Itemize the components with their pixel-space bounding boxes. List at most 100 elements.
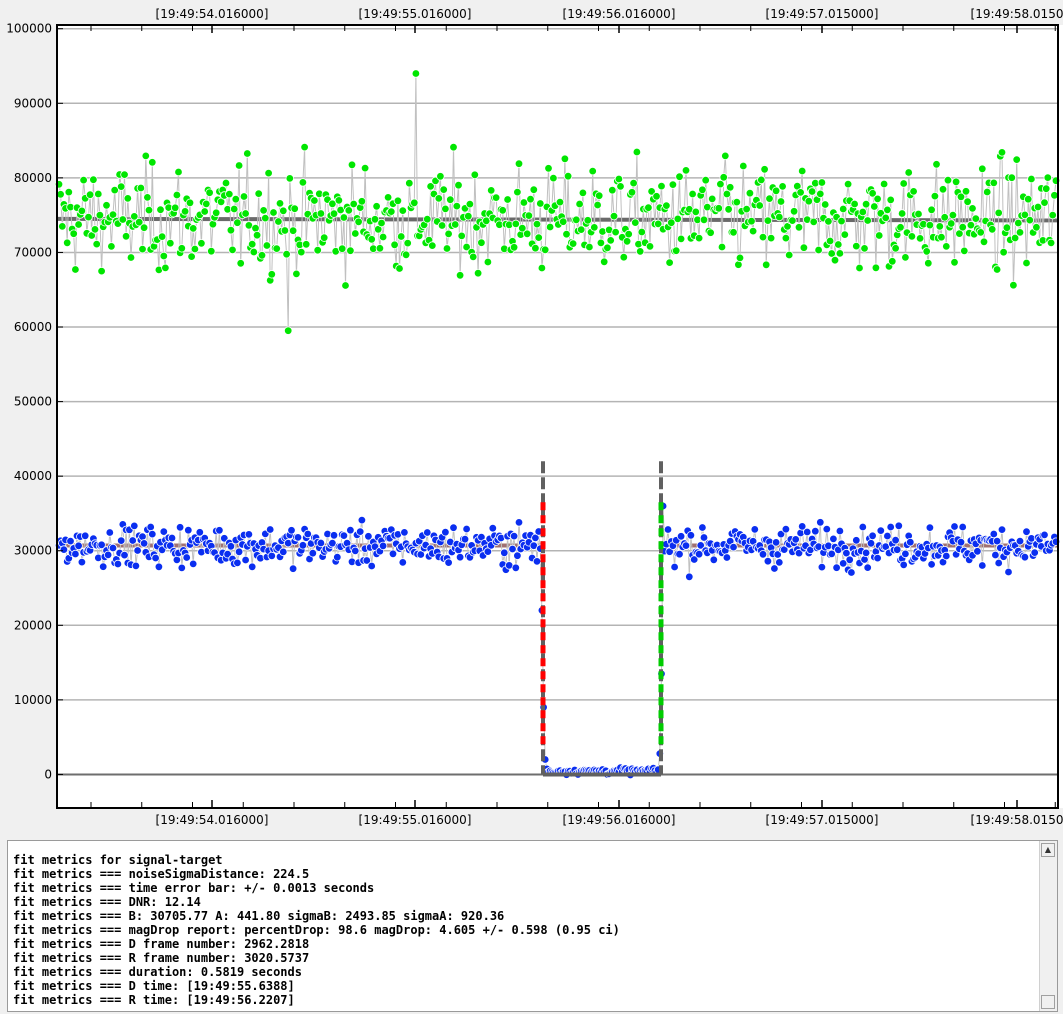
blue-data-point bbox=[827, 549, 836, 559]
scroll-down-button[interactable] bbox=[1041, 995, 1055, 1009]
blue-data-point bbox=[514, 518, 524, 527]
green-data-point bbox=[997, 148, 1007, 157]
green-data-point bbox=[698, 185, 707, 194]
green-data-point bbox=[577, 225, 586, 234]
green-data-point bbox=[907, 232, 917, 241]
blue-data-point bbox=[681, 541, 691, 550]
blue-data-point bbox=[184, 526, 193, 535]
fit-metrics-log[interactable]: fit metrics for signal-target fit metric… bbox=[7, 840, 1058, 1012]
x-tick-label-bottom: [19:49:57.015000] bbox=[766, 813, 879, 827]
x-tick-label-top: [19:49:56.016000] bbox=[563, 7, 676, 21]
green-data-point bbox=[603, 243, 612, 252]
blue-data-point bbox=[241, 555, 250, 565]
green-data-point bbox=[843, 179, 853, 189]
green-data-point bbox=[896, 223, 905, 232]
green-data-point bbox=[300, 142, 309, 152]
blue-data-point bbox=[709, 555, 718, 564]
green-data-point bbox=[588, 166, 597, 176]
blue-data-point bbox=[77, 557, 87, 567]
green-data-point bbox=[118, 215, 127, 224]
y-tick-label: 20000 bbox=[14, 618, 52, 632]
green-data-point bbox=[455, 271, 465, 280]
axes bbox=[56, 24, 1059, 809]
green-data-point bbox=[89, 175, 98, 184]
green-data-point bbox=[824, 217, 833, 226]
green-data-point bbox=[545, 222, 555, 232]
log-line: fit metrics === B: 30705.77 A: 441.80 si… bbox=[13, 909, 505, 923]
scroll-up-button[interactable]: ▲ bbox=[1041, 843, 1055, 857]
green-data-point bbox=[796, 188, 805, 197]
chart-svg[interactable]: [19:49:54.016000] [19:49:54.016000] [19:49… bbox=[0, 0, 1063, 830]
green-data-point bbox=[1020, 210, 1030, 220]
green-data-point bbox=[241, 209, 250, 218]
green-data-point bbox=[668, 180, 678, 189]
green-data-point bbox=[254, 189, 263, 198]
green-data-point bbox=[514, 159, 524, 168]
green-data-point bbox=[211, 208, 221, 217]
green-data-point bbox=[451, 220, 460, 229]
green-data-point bbox=[863, 216, 872, 225]
green-data-point bbox=[509, 243, 519, 252]
log-line: fit metrics for signal-target bbox=[13, 853, 223, 867]
green-data-point bbox=[672, 246, 681, 255]
green-data-point bbox=[716, 179, 725, 189]
green-data-point bbox=[536, 199, 545, 208]
green-data-point bbox=[886, 195, 895, 205]
blue-data-point bbox=[927, 560, 936, 569]
green-data-point bbox=[766, 233, 776, 243]
green-data-point bbox=[719, 173, 728, 182]
green-data-point bbox=[85, 190, 95, 199]
plot-frame bbox=[56, 24, 1059, 809]
green-data-point bbox=[393, 196, 403, 205]
blue-data-point bbox=[858, 522, 867, 532]
green-data-point bbox=[968, 204, 977, 213]
green-data-point bbox=[714, 204, 723, 213]
green-data-point bbox=[775, 212, 784, 222]
blue-data-point bbox=[288, 564, 298, 573]
blue-data-point bbox=[775, 558, 784, 567]
blue-data-point bbox=[279, 547, 288, 557]
green-data-point bbox=[559, 217, 568, 226]
green-data-point bbox=[757, 175, 766, 185]
green-data-point bbox=[1046, 238, 1056, 248]
green-data-point bbox=[1048, 210, 1057, 220]
green-data-point bbox=[563, 171, 573, 181]
green-data-point bbox=[534, 233, 543, 242]
green-data-point bbox=[1033, 202, 1043, 212]
green-data-point bbox=[274, 217, 283, 226]
blue-data-point bbox=[676, 532, 686, 541]
green-data-point bbox=[747, 216, 756, 226]
green-data-point bbox=[958, 222, 967, 232]
blue-data-point bbox=[103, 550, 113, 560]
blue-data-point bbox=[670, 562, 679, 572]
log-scrollbar[interactable]: ▲ bbox=[1039, 841, 1057, 1011]
green-data-point bbox=[758, 232, 768, 242]
log-line: fit metrics === D frame number: 2962.281… bbox=[13, 937, 310, 951]
green-data-point bbox=[914, 209, 923, 219]
green-data-point bbox=[776, 197, 786, 206]
blue-data-point bbox=[991, 550, 1000, 560]
green-data-point bbox=[585, 242, 594, 252]
green-data-point bbox=[426, 182, 435, 191]
green-data-point bbox=[170, 203, 180, 212]
blue-data-point bbox=[351, 546, 360, 556]
green-data-point bbox=[721, 151, 730, 161]
green-data-point bbox=[205, 188, 214, 197]
green-data-point bbox=[280, 226, 290, 235]
green-data-point bbox=[130, 212, 139, 221]
green-data-point bbox=[881, 213, 890, 223]
light-curve-chart[interactable]: [19:49:54.016000] [19:49:54.016000] [19:49… bbox=[0, 0, 1063, 830]
blue-data-point bbox=[357, 515, 367, 525]
green-data-point bbox=[960, 246, 969, 256]
green-data-point bbox=[835, 249, 845, 258]
green-data-point bbox=[781, 233, 791, 243]
blue-data-point bbox=[455, 553, 465, 562]
blue-data-point bbox=[462, 524, 471, 534]
blue-data-point bbox=[148, 529, 157, 539]
green-data-point bbox=[927, 205, 936, 214]
green-data-point bbox=[320, 233, 329, 242]
blue-data-point bbox=[108, 543, 118, 553]
green-data-point bbox=[159, 251, 168, 261]
green-data-point bbox=[897, 209, 907, 218]
green-data-point bbox=[190, 244, 200, 254]
